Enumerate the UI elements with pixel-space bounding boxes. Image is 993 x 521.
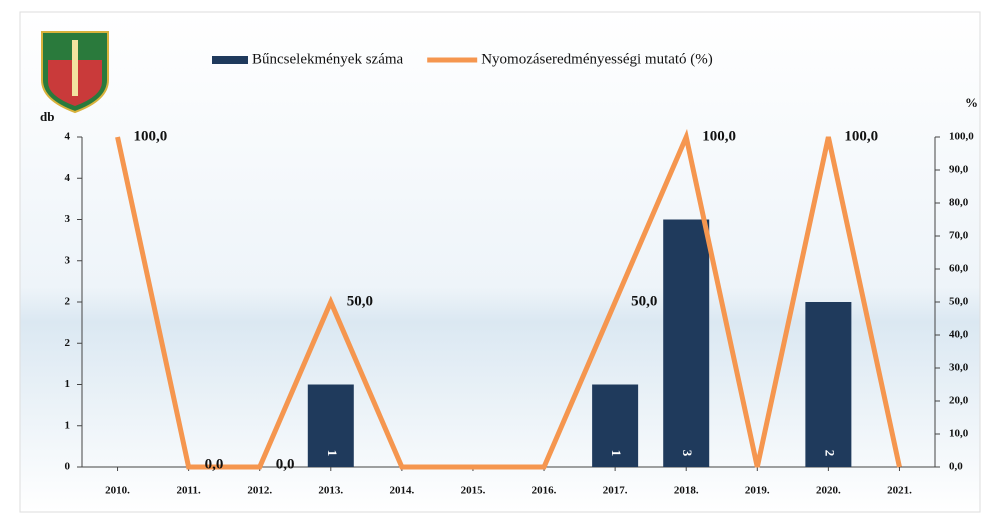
x-tick-label: 2014. bbox=[390, 485, 415, 497]
y2-tick-label: 50,0 bbox=[949, 296, 969, 308]
y-tick-label: 0 bbox=[65, 461, 71, 473]
y2-tick-label: 70,0 bbox=[949, 230, 969, 242]
y2-tick-label: 80,0 bbox=[949, 197, 969, 209]
line-label: 100,0 bbox=[702, 128, 736, 144]
y2-tick-label: 10,0 bbox=[949, 428, 969, 440]
x-tick-label: 2012. bbox=[247, 485, 272, 497]
line-label: 100,0 bbox=[134, 128, 168, 144]
y-tick-label: 4 bbox=[65, 172, 71, 184]
bar bbox=[663, 219, 710, 467]
x-tick-label: 2010. bbox=[105, 485, 130, 497]
bar-label: 2 bbox=[822, 450, 837, 457]
line-label: 50,0 bbox=[631, 293, 657, 309]
x-tick-label: 2013. bbox=[318, 485, 343, 497]
line-label: 0,0 bbox=[205, 456, 224, 472]
y-tick-label: 2 bbox=[65, 296, 71, 308]
y-tick-label: 1 bbox=[65, 419, 71, 431]
x-tick-label: 2011. bbox=[177, 485, 201, 497]
line-label: 100,0 bbox=[844, 128, 878, 144]
x-tick-label: 2021. bbox=[887, 485, 912, 497]
y-tick-label: 3 bbox=[65, 213, 71, 225]
y2-tick-label: 0,0 bbox=[949, 461, 963, 473]
x-tick-label: 2017. bbox=[603, 485, 628, 497]
bar-label: 1 bbox=[609, 450, 624, 457]
y-tick-label: 4 bbox=[65, 131, 71, 143]
y2-tick-label: 40,0 bbox=[949, 329, 969, 341]
legend-swatch bbox=[212, 56, 248, 64]
x-tick-label: 2019. bbox=[745, 485, 770, 497]
line-label: 0,0 bbox=[276, 456, 295, 472]
bar bbox=[592, 384, 639, 467]
y-axis-label: db bbox=[40, 109, 54, 124]
bar bbox=[307, 384, 354, 467]
y2-tick-label: 60,0 bbox=[949, 263, 969, 275]
bar bbox=[805, 302, 852, 467]
x-tick-label: 2018. bbox=[674, 485, 699, 497]
x-tick-label: 2015. bbox=[461, 485, 486, 497]
bar-label: 1 bbox=[325, 450, 340, 457]
y2-axis-label: % bbox=[965, 95, 978, 110]
y-tick-label: 2 bbox=[65, 337, 71, 349]
y2-tick-label: 20,0 bbox=[949, 395, 969, 407]
legend-label: Nyomozáseredményességi mutató (%) bbox=[481, 51, 713, 67]
bar-label: 3 bbox=[680, 450, 695, 457]
line-label: 50,0 bbox=[347, 293, 373, 309]
y2-tick-label: 100,0 bbox=[949, 131, 974, 143]
x-tick-label: 2016. bbox=[532, 485, 557, 497]
y-tick-label: 1 bbox=[65, 378, 71, 390]
y2-tick-label: 90,0 bbox=[949, 164, 969, 176]
legend: Bűncselekmények száma Nyomozáseredményess… bbox=[212, 51, 713, 67]
y2-tick-label: 30,0 bbox=[949, 362, 969, 374]
legend-label: Bűncselekmények száma bbox=[252, 51, 404, 67]
x-tick-label: 2020. bbox=[816, 485, 841, 497]
line bbox=[115, 128, 902, 470]
y-tick-label: 3 bbox=[65, 254, 71, 266]
logo bbox=[41, 31, 109, 114]
